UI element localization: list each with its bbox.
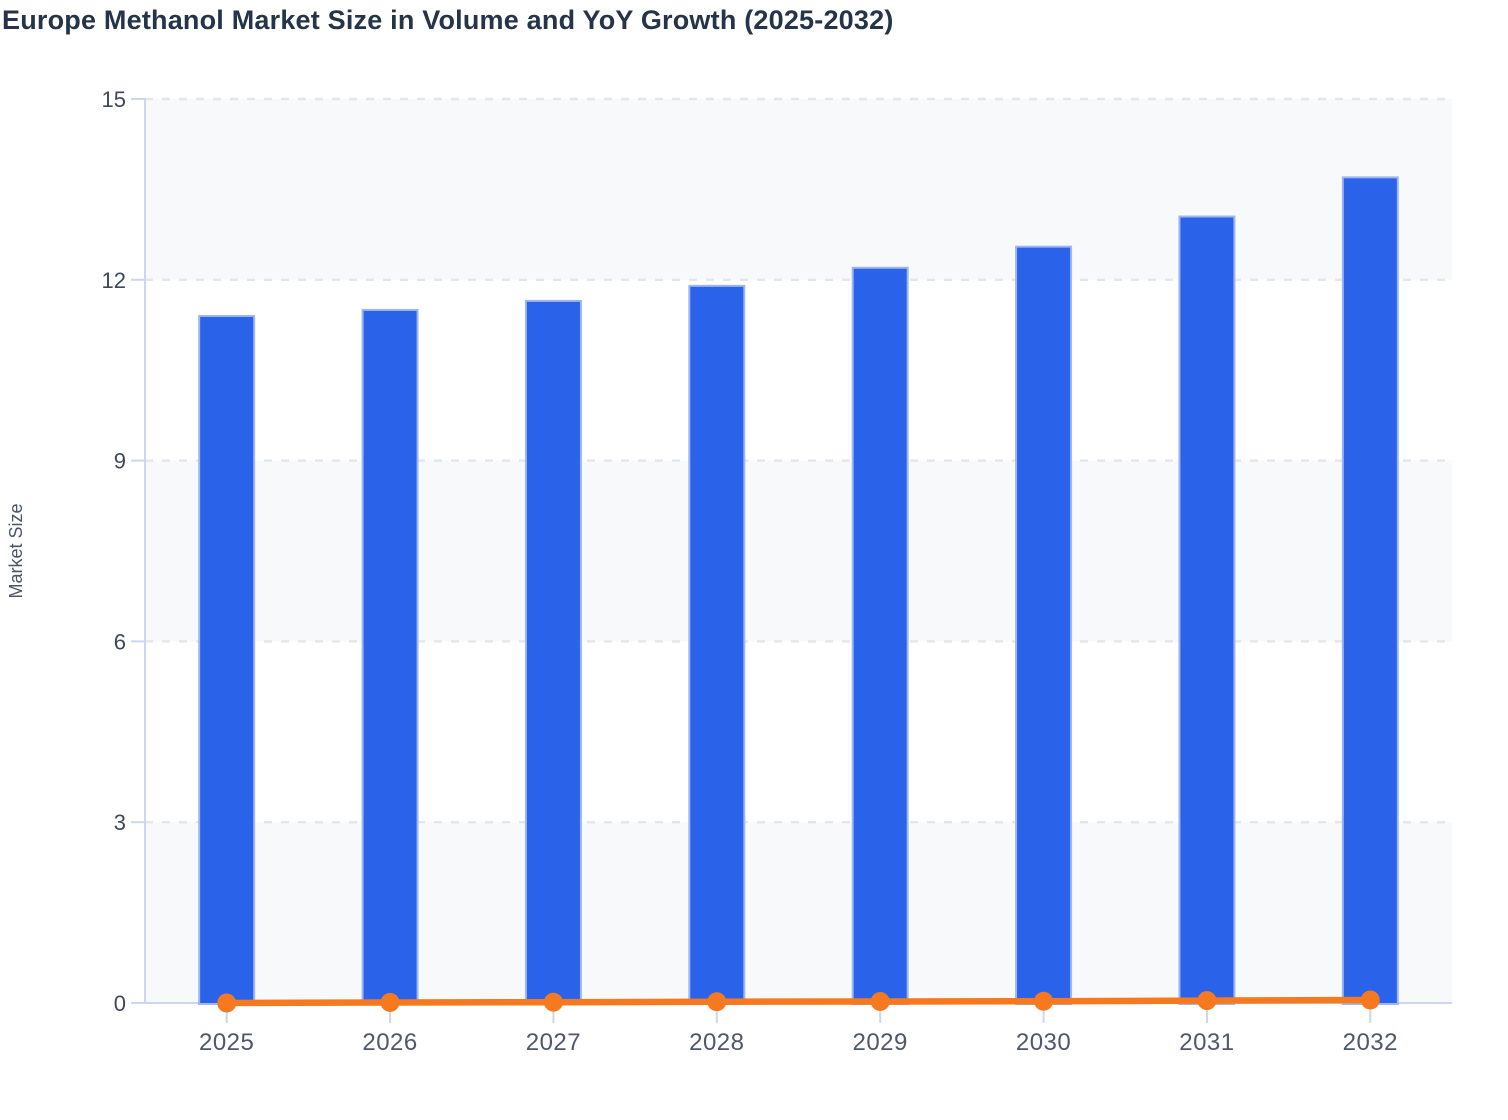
chart-title: Europe Methanol Market Size in Volume an… bbox=[2, 5, 894, 35]
bar-2029[interactable] bbox=[851, 266, 909, 1006]
bar-2027[interactable] bbox=[524, 299, 582, 1006]
yoy-marker-2032[interactable] bbox=[1360, 990, 1380, 1010]
yoy-marker-2030[interactable] bbox=[1034, 991, 1054, 1011]
bar-2028[interactable] bbox=[688, 284, 746, 1005]
x-tick-label-2030: 2030 bbox=[1016, 1029, 1071, 1056]
y-tick-label-15: 15 bbox=[102, 87, 126, 112]
plot-band-9 bbox=[145, 460, 1452, 642]
yoy-marker-2027[interactable] bbox=[543, 992, 563, 1012]
bar-2031[interactable] bbox=[1178, 215, 1236, 1005]
yoy-marker-2028[interactable] bbox=[707, 992, 727, 1012]
plot-band-15 bbox=[145, 99, 1452, 280]
bar-2030[interactable] bbox=[1015, 245, 1073, 1006]
bar-2025[interactable] bbox=[198, 314, 256, 1005]
x-tick-label-2027: 2027 bbox=[526, 1029, 581, 1056]
x-tick-label-2026: 2026 bbox=[362, 1029, 417, 1056]
y-tick-label-3: 3 bbox=[114, 810, 126, 835]
yoy-marker-2029[interactable] bbox=[870, 991, 890, 1011]
x-tick-label-2032: 2032 bbox=[1343, 1029, 1398, 1056]
yoy-marker-2025[interactable] bbox=[217, 993, 237, 1013]
y-tick-label-0: 0 bbox=[114, 991, 126, 1016]
y-tick-label-9: 9 bbox=[114, 449, 126, 474]
yoy-growth-line[interactable] bbox=[223, 996, 1374, 1007]
x-tick-label-2029: 2029 bbox=[852, 1029, 907, 1056]
x-tick-label-2031: 2031 bbox=[1179, 1029, 1234, 1056]
x-tick-label-2028: 2028 bbox=[689, 1029, 744, 1056]
bar-2032[interactable] bbox=[1341, 176, 1399, 1005]
x-tick-label-2025: 2025 bbox=[199, 1029, 254, 1056]
yoy-marker-2026[interactable] bbox=[380, 992, 400, 1012]
y-tick-label-6: 6 bbox=[114, 629, 126, 654]
yoy-marker-2031[interactable] bbox=[1197, 991, 1217, 1011]
plot-band-3 bbox=[145, 822, 1452, 1003]
bar-2026[interactable] bbox=[361, 308, 419, 1005]
y-tick-label-12: 12 bbox=[102, 268, 126, 293]
